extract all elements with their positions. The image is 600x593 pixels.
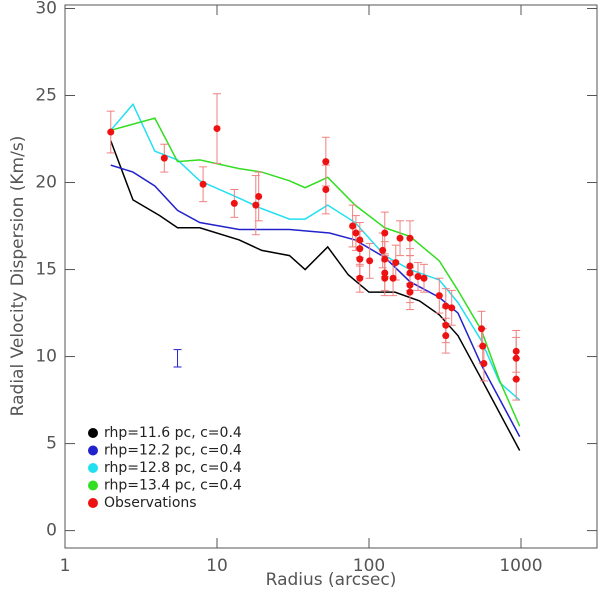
x-axis-label: Radius (arcsec) <box>266 570 397 590</box>
y-tick-label: 20 <box>35 173 57 193</box>
observation-point <box>406 281 414 289</box>
observation-point <box>356 255 364 263</box>
observation-point <box>406 234 414 242</box>
observation-point <box>107 128 115 136</box>
observation-point <box>512 375 520 383</box>
x-tick-label: 1 <box>60 556 71 576</box>
y-tick-label: 5 <box>46 434 57 454</box>
y-axis-label: Radial Velocity Dispersion (Km/s) <box>8 136 28 417</box>
legend-label: rhp=11.6 pc, c=0.4 <box>104 425 242 441</box>
observation-point <box>381 274 389 282</box>
observation-point <box>479 342 487 350</box>
observation-point <box>414 273 422 280</box>
x-tick-label: 1000 <box>499 556 542 576</box>
observation-point <box>356 274 364 282</box>
legend-label: Observations <box>104 495 197 511</box>
legend-marker <box>88 463 98 473</box>
observation-point <box>406 269 414 277</box>
observation-point <box>392 259 400 267</box>
observation-point <box>352 229 360 237</box>
observation-point <box>356 245 364 253</box>
legend-marker <box>88 428 98 438</box>
observation-point <box>396 234 404 242</box>
observation-point <box>356 236 364 244</box>
observation-point <box>512 354 520 362</box>
observation-point <box>389 274 397 282</box>
legend-marker <box>88 480 98 491</box>
legend-marker <box>88 498 98 508</box>
observation-point <box>435 292 443 300</box>
observation-point <box>199 180 207 188</box>
observation-point <box>252 201 260 209</box>
observation-point <box>480 360 488 368</box>
observation-point <box>366 257 374 265</box>
observation-point <box>349 222 357 230</box>
y-tick-label: 30 <box>35 0 57 18</box>
series-line <box>110 117 521 427</box>
legend-label: rhp=12.2 pc, c=0.4 <box>104 443 242 459</box>
legend-marker <box>88 445 98 456</box>
y-tick-label: 25 <box>35 86 57 106</box>
observation-point <box>448 304 456 312</box>
observation-point <box>381 229 389 237</box>
observation-point <box>255 192 263 200</box>
observation-point <box>420 274 428 282</box>
observation-point <box>322 185 330 193</box>
series-line <box>110 102 521 401</box>
observation-point <box>322 158 330 166</box>
observation-point <box>379 246 387 254</box>
observation-point <box>442 302 450 310</box>
legend-label: rhp=12.8 pc, c=0.4 <box>104 460 242 476</box>
y-tick-label: 0 <box>46 521 57 541</box>
observation-point <box>512 347 520 355</box>
observation-point <box>381 255 389 263</box>
observation-point <box>160 154 168 162</box>
legend-label: rhp=13.4 pc, c=0.4 <box>104 478 242 494</box>
x-tick-label: 10 <box>206 556 228 576</box>
y-tick-label: 15 <box>35 260 57 280</box>
observation-point <box>442 332 450 340</box>
observation-point <box>381 269 389 277</box>
observation-point <box>478 325 486 333</box>
x-tick-label: 100 <box>353 556 385 576</box>
observation-point <box>213 125 221 133</box>
y-tick-label: 10 <box>35 347 57 367</box>
observation-point <box>406 262 414 270</box>
observation-point <box>230 199 238 207</box>
plot-frame <box>64 4 598 549</box>
observation-point <box>442 321 450 329</box>
series-line <box>110 164 521 437</box>
series-line <box>110 140 521 451</box>
observation-point <box>406 288 414 296</box>
